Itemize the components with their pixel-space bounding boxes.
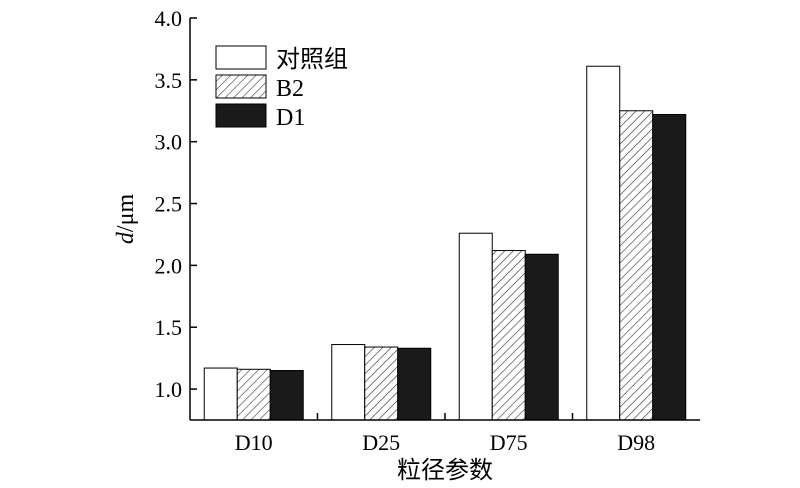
bar-d10-series-3 — [269, 370, 304, 421]
x-tick-label-d75: D75 — [490, 430, 528, 455]
bar-d75-series-2 — [491, 250, 526, 421]
legend: 对照组 B2 D1 — [215, 45, 348, 131]
y-tick-label: 1.5 — [155, 315, 183, 340]
y-tick-label: 2.5 — [155, 192, 183, 217]
bar-d98-series-3 — [652, 113, 687, 421]
bar-d25-series-1 — [331, 344, 366, 421]
bar-d98-series-1 — [586, 65, 621, 421]
y-tick-label: 3.0 — [155, 130, 183, 155]
bar-d10-series-1 — [203, 367, 238, 421]
legend-swatch-1 — [215, 45, 267, 70]
x-tick-label-d10: D10 — [235, 430, 273, 455]
x-tick-label-d25: D25 — [362, 430, 400, 455]
bar-d98-series-2 — [619, 110, 654, 421]
y-ticks-group: 1.0 1.5 2.0 2.5 3.0 3.5 4.0 — [155, 6, 197, 402]
bars-group — [203, 65, 687, 421]
y-tick-label: 3.5 — [155, 68, 183, 93]
y-axis-label-symbol: d — [113, 231, 139, 244]
legend-label-3: D1 — [276, 105, 305, 131]
legend-label-2: B2 — [276, 76, 304, 102]
x-tick-label-d98: D98 — [617, 430, 655, 455]
y-axis-label-unit: /μm — [113, 194, 139, 233]
y-tick-label: 2.0 — [155, 253, 183, 278]
y-axis-label: d/μm — [113, 194, 139, 245]
legend-swatch-2 — [215, 74, 267, 99]
x-ticks-group: D10 D25 D75 D98 — [235, 413, 655, 455]
bar-d25-series-3 — [397, 347, 432, 421]
legend-swatch-3 — [215, 103, 267, 128]
y-tick-label: 4.0 — [155, 6, 183, 31]
bar-d10-series-2 — [236, 368, 271, 421]
x-axis-label: 粒径参数 — [397, 457, 493, 484]
bar-d75-series-3 — [524, 253, 559, 421]
legend-label-1: 对照组 — [276, 46, 348, 73]
bar-d75-series-1 — [458, 232, 493, 421]
bar-d25-series-2 — [364, 346, 399, 421]
y-tick-label: 1.0 — [155, 377, 183, 402]
